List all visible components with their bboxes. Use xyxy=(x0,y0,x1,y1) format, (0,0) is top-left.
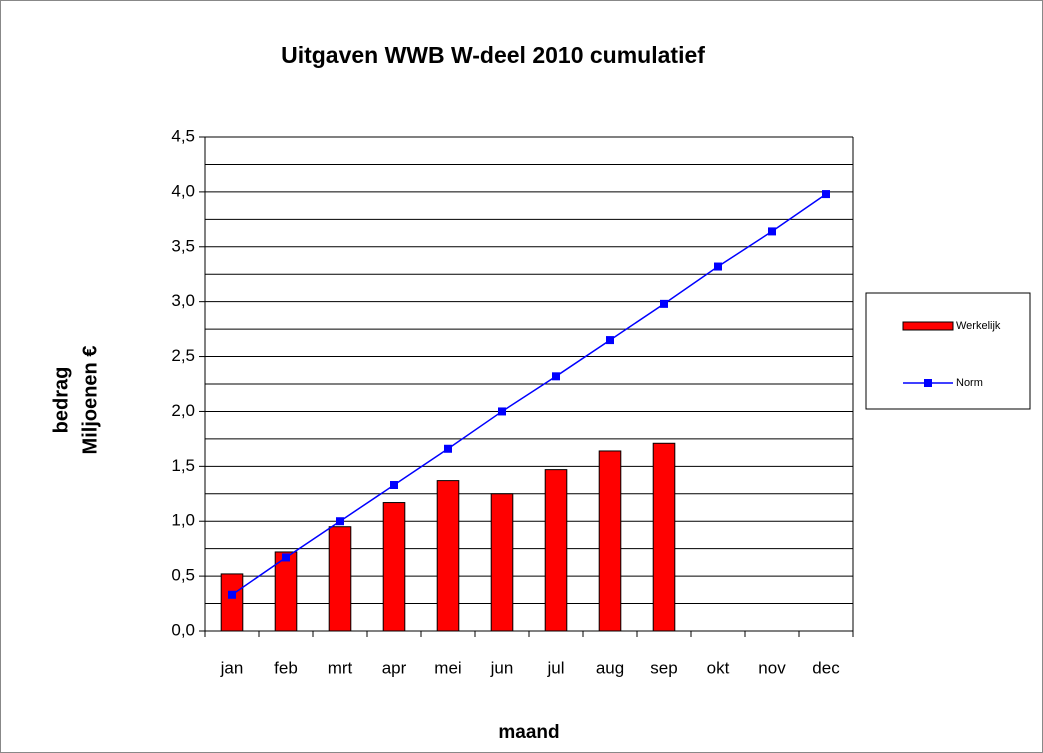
y-tick-label: 4,0 xyxy=(171,181,195,200)
x-tick-label: jun xyxy=(490,658,514,677)
marker xyxy=(768,227,776,236)
x-axis-label: maand xyxy=(498,722,559,743)
marker xyxy=(444,444,452,453)
marker xyxy=(552,372,560,381)
bar xyxy=(328,526,352,632)
marker xyxy=(822,190,830,199)
marker xyxy=(660,299,668,308)
y-axis-label: bedrag xyxy=(50,367,72,434)
bar xyxy=(382,502,406,632)
y-tick-label: 0,5 xyxy=(171,566,195,585)
legend-swatch xyxy=(924,379,932,387)
y-tick-label: 2,5 xyxy=(171,346,195,365)
y-tick-label: 3,5 xyxy=(171,236,195,255)
y-tick-label: 0,0 xyxy=(171,620,195,639)
x-tick-label: dec xyxy=(812,658,840,677)
legend-label: Norm xyxy=(956,377,983,389)
x-tick-label: mrt xyxy=(328,658,353,677)
y-tick-label: 2,0 xyxy=(171,401,195,420)
x-tick-label: jan xyxy=(220,658,244,677)
marker xyxy=(714,262,722,271)
y-axis-label: Miljoenen € xyxy=(79,346,101,455)
bar xyxy=(490,493,514,632)
bar xyxy=(544,469,568,632)
legend-swatch xyxy=(902,321,954,331)
y-tick-label: 3,0 xyxy=(171,291,195,310)
bar xyxy=(436,480,460,632)
x-tick-label: apr xyxy=(382,658,407,677)
chart-title: Uitgaven WWB W-deel 2010 cumulatief xyxy=(281,42,705,68)
y-tick-label: 4,5 xyxy=(171,126,195,145)
bar xyxy=(274,551,298,632)
x-tick-label: jul xyxy=(546,658,564,677)
marker xyxy=(282,553,290,562)
bar xyxy=(220,573,244,632)
bar xyxy=(652,442,676,632)
bar xyxy=(598,450,622,632)
legend-label: Werkelijk xyxy=(956,320,1001,332)
x-tick-label: feb xyxy=(274,658,298,677)
y-tick-label: 1,0 xyxy=(171,511,195,530)
marker xyxy=(390,480,398,489)
line xyxy=(231,193,827,596)
y-tick-label: 1,5 xyxy=(171,456,195,475)
x-tick-label: sep xyxy=(650,658,677,677)
marker xyxy=(498,407,506,416)
x-tick-label: aug xyxy=(596,658,624,677)
marker xyxy=(228,590,236,599)
marker xyxy=(336,517,344,526)
marker xyxy=(606,336,614,345)
legend-box xyxy=(865,292,1031,410)
x-tick-label: okt xyxy=(707,658,730,677)
x-tick-label: mei xyxy=(434,658,461,677)
x-tick-label: nov xyxy=(758,658,786,677)
